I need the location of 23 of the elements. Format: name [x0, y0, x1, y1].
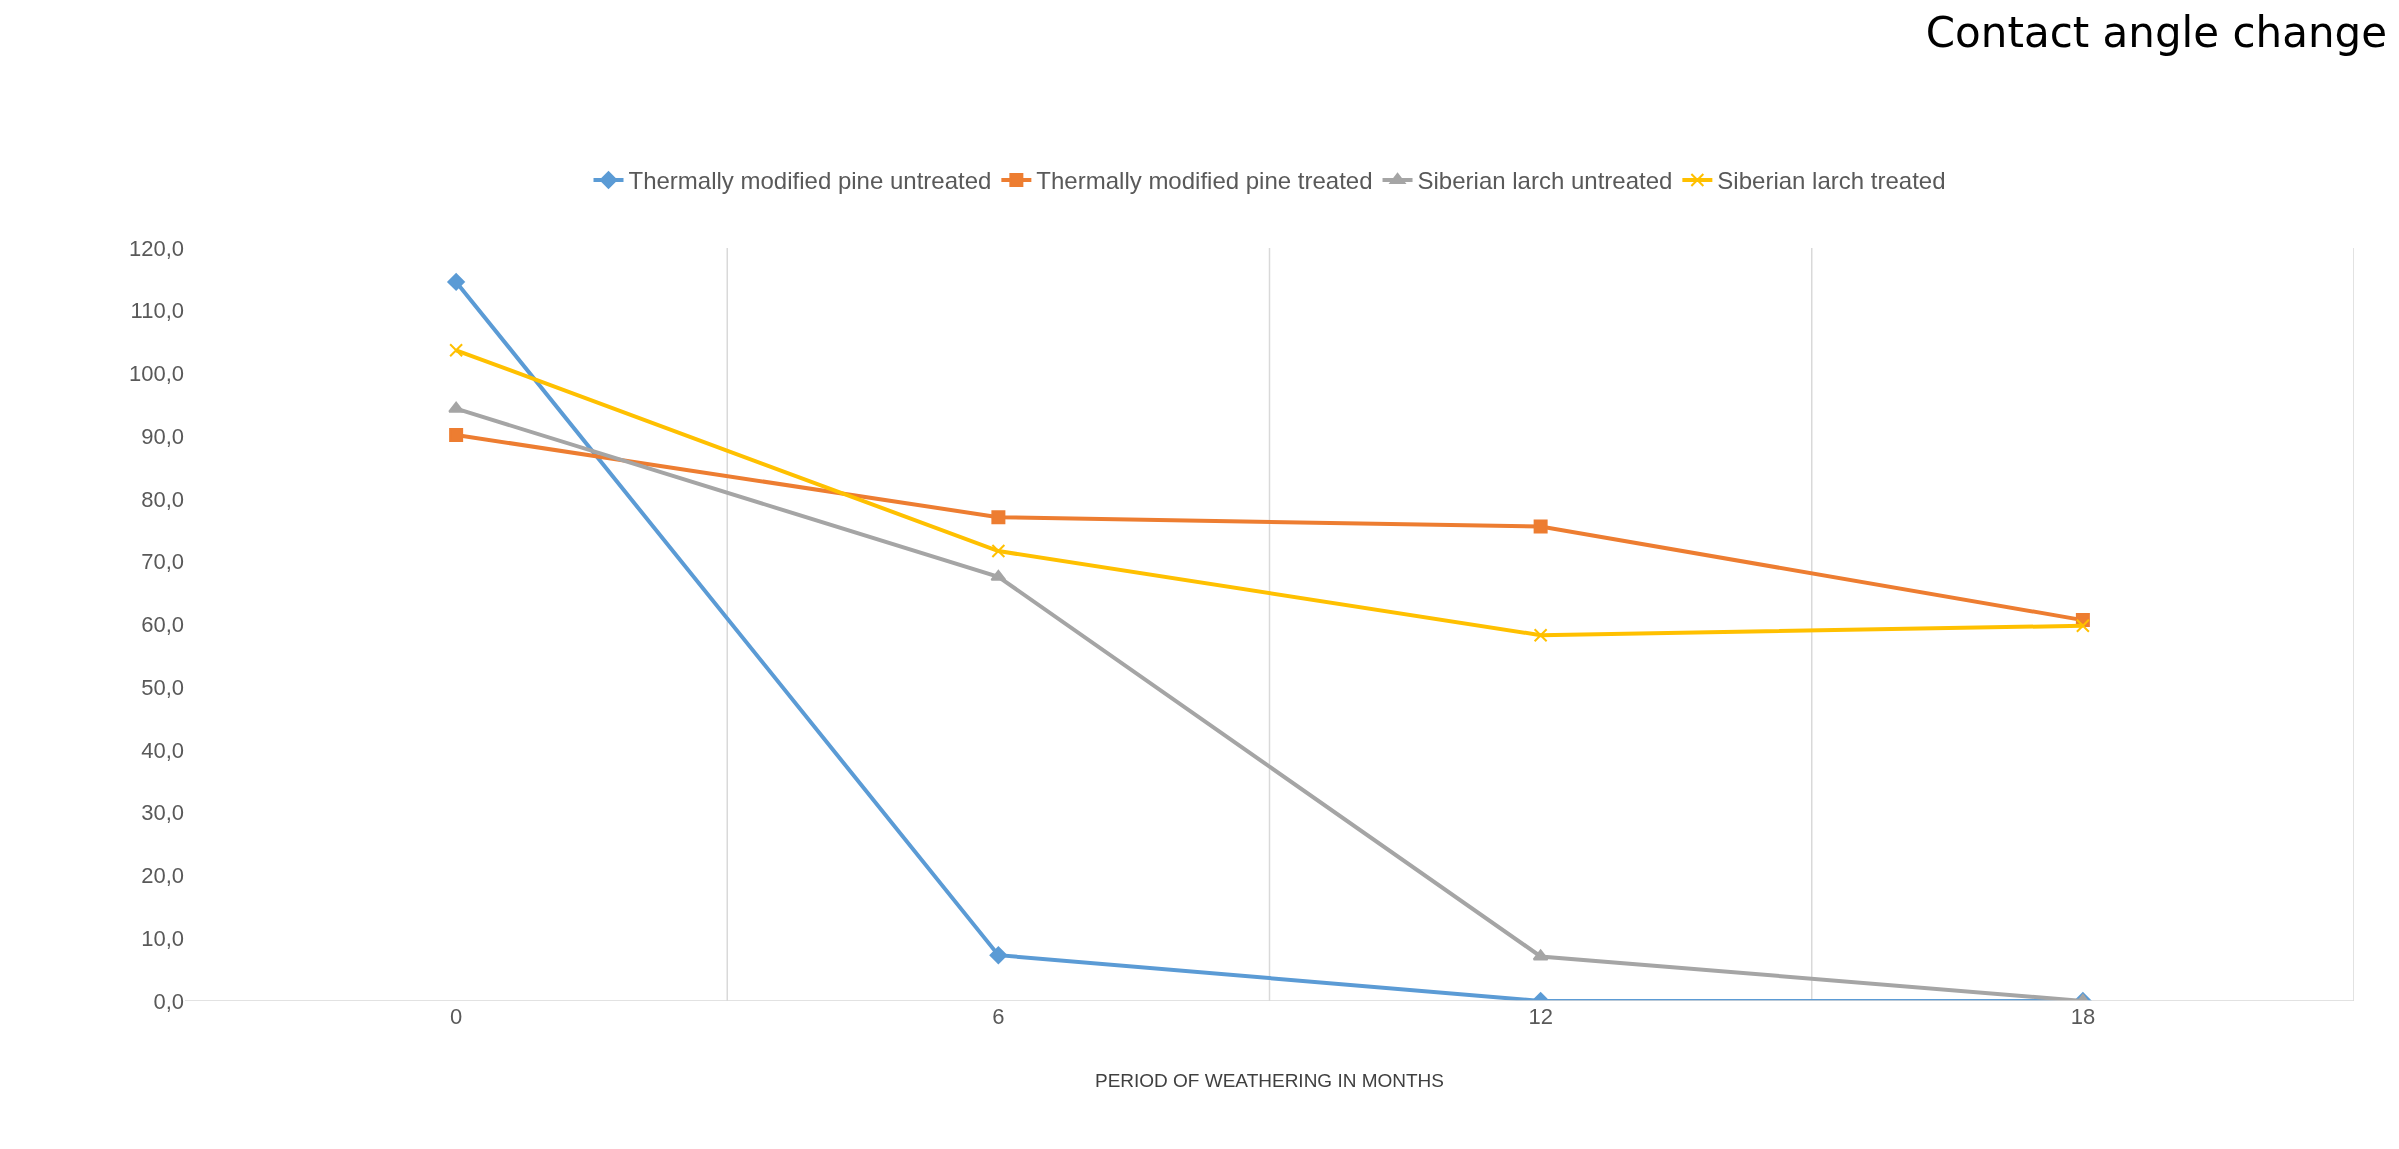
x-tick-label: 6 — [992, 1004, 1005, 1029]
y-tick-label: 50,0 — [141, 674, 184, 700]
y-tick-label: 30,0 — [141, 800, 184, 826]
y-tick-label: 20,0 — [141, 863, 184, 889]
legend-label: Thermally modified pine treated — [1036, 167, 1373, 195]
y-tick-label: 100,0 — [128, 361, 184, 387]
x-tick-label: 0 — [450, 1004, 463, 1029]
y-tick-label: 110,0 — [130, 298, 184, 324]
legend-label: Siberian larch treated — [1717, 167, 1946, 195]
y-tick-label: 70,0 — [141, 549, 184, 575]
legend-label: Siberian larch untreated — [1417, 167, 1673, 195]
y-tick-label: 0,0 — [153, 988, 184, 1014]
y-tick-label: 80,0 — [141, 486, 184, 512]
y-tick-label: 60,0 — [141, 612, 184, 638]
y-tick-label: 90,0 — [141, 423, 184, 449]
x-tick-label: 12 — [1528, 1004, 1553, 1029]
legend-label: Thermally modified pine untreated — [628, 167, 992, 195]
x-axis-title: PERIOD OF WEATHERING IN MONTHS — [1094, 1069, 1445, 1091]
y-tick-label: 40,0 — [141, 737, 184, 763]
x-tick-label: 18 — [2070, 1004, 2096, 1029]
y-tick-label: 10,0 — [141, 925, 184, 951]
chart-title: Contact angle change — [1925, 7, 2387, 57]
y-tick-label: 120,0 — [128, 235, 184, 261]
